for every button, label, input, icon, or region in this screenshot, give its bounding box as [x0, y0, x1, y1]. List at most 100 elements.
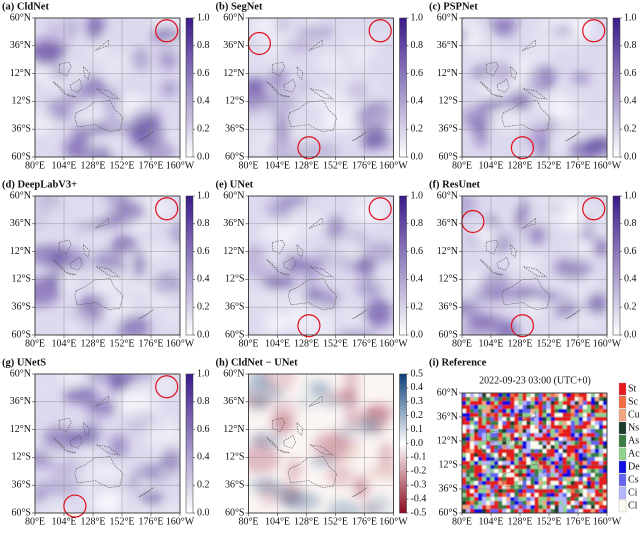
cell — [586, 441, 592, 446]
cell — [482, 417, 487, 422]
cell — [574, 493, 580, 498]
cell — [494, 469, 499, 474]
cell — [514, 425, 519, 430]
cell — [582, 489, 588, 494]
coastline — [496, 256, 510, 271]
blob — [288, 294, 323, 319]
cell — [558, 425, 563, 430]
cell — [586, 405, 592, 410]
coastline — [352, 487, 368, 498]
cell — [466, 441, 471, 446]
cell — [466, 497, 471, 502]
cell — [586, 453, 592, 458]
cell — [518, 393, 523, 398]
cell — [558, 417, 563, 422]
cell — [490, 461, 495, 466]
cell — [570, 481, 576, 486]
cell — [566, 409, 572, 414]
cell — [470, 493, 475, 498]
map-frame — [34, 195, 181, 336]
cell — [518, 493, 523, 498]
cell — [542, 409, 547, 414]
cell — [602, 393, 607, 398]
cell — [534, 501, 539, 506]
x-tick-label: 176°E — [352, 516, 377, 527]
cell — [486, 469, 491, 474]
cell — [526, 465, 531, 470]
blob — [282, 248, 303, 275]
cell — [522, 457, 527, 462]
y-tick-label: 60°S — [225, 151, 245, 162]
cell — [486, 405, 491, 410]
y-tick-label: 36°S — [225, 301, 245, 312]
blob — [248, 445, 280, 473]
cell — [486, 449, 491, 454]
cell — [494, 401, 499, 406]
cell — [562, 509, 568, 513]
cell — [482, 393, 487, 398]
cell — [550, 393, 555, 398]
cell — [558, 441, 563, 446]
cell — [498, 417, 503, 422]
cell — [566, 509, 572, 513]
cell — [530, 445, 535, 450]
cell — [594, 501, 600, 506]
coastline — [82, 421, 90, 436]
cell — [558, 481, 563, 486]
cell — [510, 449, 515, 454]
cell — [546, 417, 551, 422]
colorbar-tick-label: 0.0 — [197, 329, 210, 340]
cell — [542, 433, 547, 438]
blobs — [35, 196, 180, 335]
cell — [518, 425, 523, 430]
cell — [530, 433, 535, 438]
cell — [558, 449, 563, 454]
cell — [494, 449, 499, 454]
colorbar-tick-label: 0.4 — [624, 274, 637, 285]
cell — [602, 481, 607, 486]
map-field — [35, 196, 180, 335]
cell — [582, 493, 588, 498]
blob — [377, 267, 394, 294]
cell — [494, 397, 499, 402]
cell — [590, 461, 596, 466]
colorbar-tick-label: 0.6 — [624, 68, 637, 79]
cell — [526, 425, 531, 430]
cell — [586, 445, 592, 450]
y-tick-label: 60°S — [438, 329, 458, 340]
cell — [550, 421, 555, 426]
cell — [598, 489, 604, 494]
cell — [494, 429, 499, 434]
y-tick-label: 12°N — [437, 435, 458, 446]
cell — [574, 421, 580, 426]
cell — [494, 421, 499, 426]
cell — [570, 469, 576, 474]
cell — [574, 401, 580, 406]
coastline — [296, 421, 304, 436]
cell — [562, 449, 568, 454]
cell — [506, 481, 511, 486]
cell — [482, 493, 487, 498]
blob — [354, 477, 370, 497]
cell — [514, 461, 519, 466]
cell — [550, 401, 555, 406]
cell — [582, 461, 588, 466]
blob — [510, 254, 541, 271]
coastline — [283, 434, 296, 449]
blob — [248, 55, 285, 66]
cell — [486, 457, 491, 462]
cell — [602, 405, 607, 410]
x-tick-label: 160°W — [593, 338, 622, 349]
cell — [538, 449, 543, 454]
cell — [522, 421, 527, 426]
coastline — [565, 131, 581, 142]
cell — [470, 401, 475, 406]
cell — [554, 393, 559, 398]
cell — [490, 433, 495, 438]
cell — [582, 433, 588, 438]
blob — [586, 290, 607, 317]
cell — [598, 445, 604, 450]
cell — [534, 433, 539, 438]
cell — [594, 473, 600, 478]
cell — [522, 473, 527, 478]
